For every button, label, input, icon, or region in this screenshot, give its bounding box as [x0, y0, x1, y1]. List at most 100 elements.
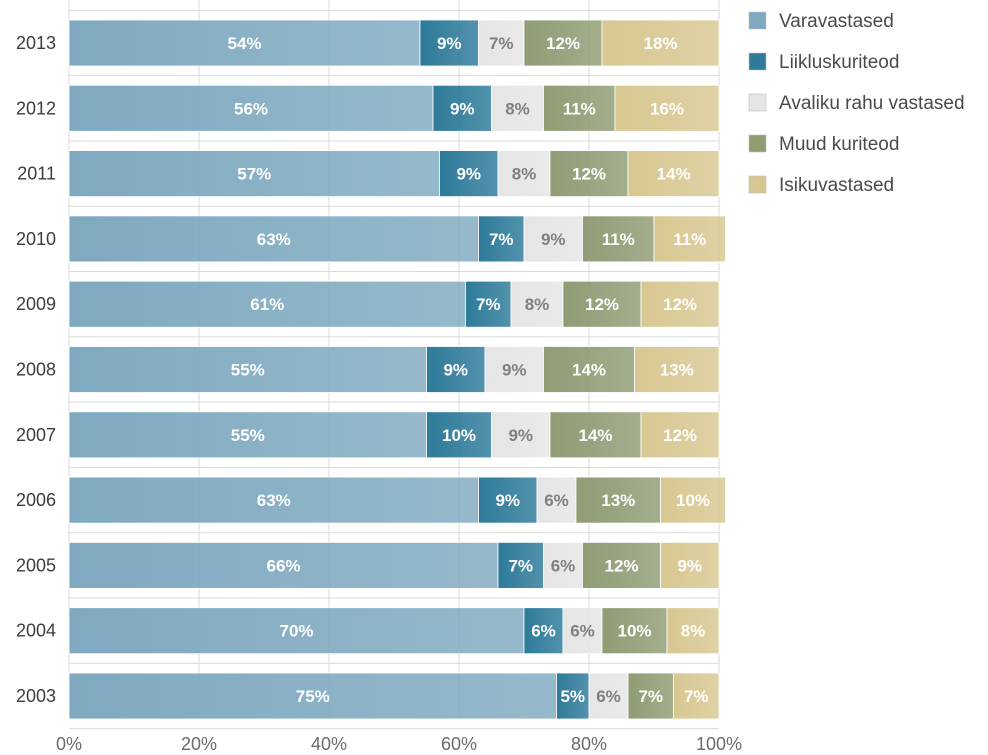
bar-segment	[543, 346, 635, 393]
data-label: 6%	[570, 622, 595, 641]
data-label: 8%	[525, 295, 550, 314]
bar-segment	[68, 411, 427, 459]
legend-item: Varavastased	[748, 11, 894, 32]
legend-swatch	[748, 11, 767, 30]
data-label: 9%	[502, 361, 527, 380]
data-label: 10%	[676, 491, 710, 510]
year-labels: 2013 2012 2011 2010 2009 2008 2007 2006 2005 2004…	[16, 33, 56, 706]
bar-segment	[549, 150, 629, 198]
category-label: 2013	[16, 33, 56, 53]
x-tick-label: 100%	[696, 734, 742, 754]
bar-row: 54% 9% 7% 12% 18%	[68, 19, 720, 67]
data-label: 9%	[450, 99, 475, 118]
data-label: 12%	[604, 556, 638, 575]
bar-segment	[465, 280, 512, 328]
data-label: 7%	[684, 687, 709, 706]
data-label: 7%	[489, 34, 514, 53]
category-label: 2009	[16, 294, 56, 314]
data-label: 10%	[617, 622, 651, 641]
bar-segment	[419, 19, 479, 67]
legend-item: Isikuvastased	[748, 175, 894, 196]
bar-segment	[640, 280, 720, 328]
category-label: 2010	[16, 229, 56, 249]
bar-segment	[556, 672, 590, 720]
bars: 54% 9% 7% 12% 18% 56% 9% 8% 11% 16% 57% 9% 8% 12% 14% 6…	[68, 19, 726, 720]
bar-row: 57% 9% 8% 12% 14%	[68, 150, 720, 198]
data-label: 13%	[601, 491, 635, 510]
bar-segment	[627, 150, 720, 198]
data-label: 16%	[650, 99, 684, 118]
data-label: 7%	[489, 230, 514, 249]
data-label: 9%	[437, 34, 462, 53]
bar-row: 55% 9% 9% 14% 13%	[68, 346, 720, 393]
bar-segment	[536, 476, 577, 524]
bar-segment	[582, 542, 661, 589]
legend-item: Liikluskuriteod	[748, 52, 899, 73]
bar-segment	[660, 542, 720, 589]
x-tick-label: 20%	[181, 734, 217, 754]
data-label: 61%	[250, 295, 284, 314]
data-label: 11%	[563, 99, 596, 118]
bar-segment	[523, 19, 603, 67]
bar-segment	[562, 607, 603, 655]
data-label: 12%	[663, 426, 697, 445]
bar-segment	[601, 607, 668, 655]
data-label: 14%	[578, 426, 612, 445]
data-label: 14%	[656, 165, 690, 184]
legend-label: Avaliku rahu vastased	[779, 93, 965, 114]
data-label: 63%	[257, 491, 291, 510]
bar-segment	[426, 346, 486, 393]
data-label: 56%	[234, 99, 268, 118]
data-label: 55%	[231, 361, 265, 380]
data-label: 6%	[531, 622, 556, 641]
bar-segment	[68, 150, 440, 198]
category-label: 2003	[16, 686, 56, 706]
category-label: 2004	[16, 621, 56, 641]
legend-swatch	[748, 134, 767, 153]
bar-segment	[523, 607, 564, 655]
bar-row: 66% 7% 6% 12% 9%	[68, 542, 720, 589]
data-label: 11%	[602, 230, 635, 249]
legend-label: Liikluskuriteod	[779, 52, 899, 73]
data-label: 8%	[512, 165, 537, 184]
bar-segment	[601, 19, 720, 67]
bar-segment	[497, 150, 551, 198]
data-label: 12%	[663, 295, 697, 314]
bar-segment	[68, 280, 466, 328]
bar-segment	[614, 84, 720, 132]
legend-label: Muud kuriteod	[779, 134, 899, 155]
legend: Varavastased Liikluskuriteod Avaliku rahu …	[748, 11, 965, 196]
data-label: 6%	[544, 491, 569, 510]
data-label: 8%	[505, 99, 530, 118]
data-label: 9%	[495, 491, 520, 510]
data-label: 11%	[673, 230, 706, 249]
data-label: 9%	[456, 165, 481, 184]
data-label: 13%	[660, 361, 694, 380]
bar-segment	[634, 346, 720, 393]
bar-segment	[68, 672, 557, 720]
bar-segment	[68, 346, 427, 393]
category-label: 2011	[17, 164, 56, 184]
bar-segment	[491, 411, 551, 459]
x-axis-ticks: 0% 20% 40% 60% 80% 100%	[56, 734, 742, 754]
data-label: 7%	[508, 556, 533, 575]
data-label: 7%	[476, 295, 501, 314]
data-label: 57%	[237, 165, 271, 184]
x-tick-label: 40%	[311, 734, 347, 754]
bar-segment	[68, 84, 434, 132]
bar-row: 63% 9% 6% 13% 10%	[68, 476, 726, 524]
data-label: 54%	[227, 34, 261, 53]
bar-row: 55% 10% 9% 14% 12%	[68, 411, 720, 459]
bar-row: 70% 6% 6% 10% 8%	[68, 607, 720, 655]
bar-segment	[660, 476, 726, 524]
legend-item: Avaliku rahu vastased	[748, 93, 965, 114]
bar-row: 63% 7% 9% 11% 11%	[68, 215, 726, 263]
data-label: 6%	[596, 687, 621, 706]
bar-segment	[497, 542, 544, 589]
bar-segment	[510, 280, 564, 328]
bar-segment	[68, 215, 479, 263]
bar-segment	[426, 411, 492, 459]
data-label: 12%	[572, 165, 606, 184]
bar-segment	[640, 411, 720, 459]
data-label: 55%	[231, 426, 265, 445]
